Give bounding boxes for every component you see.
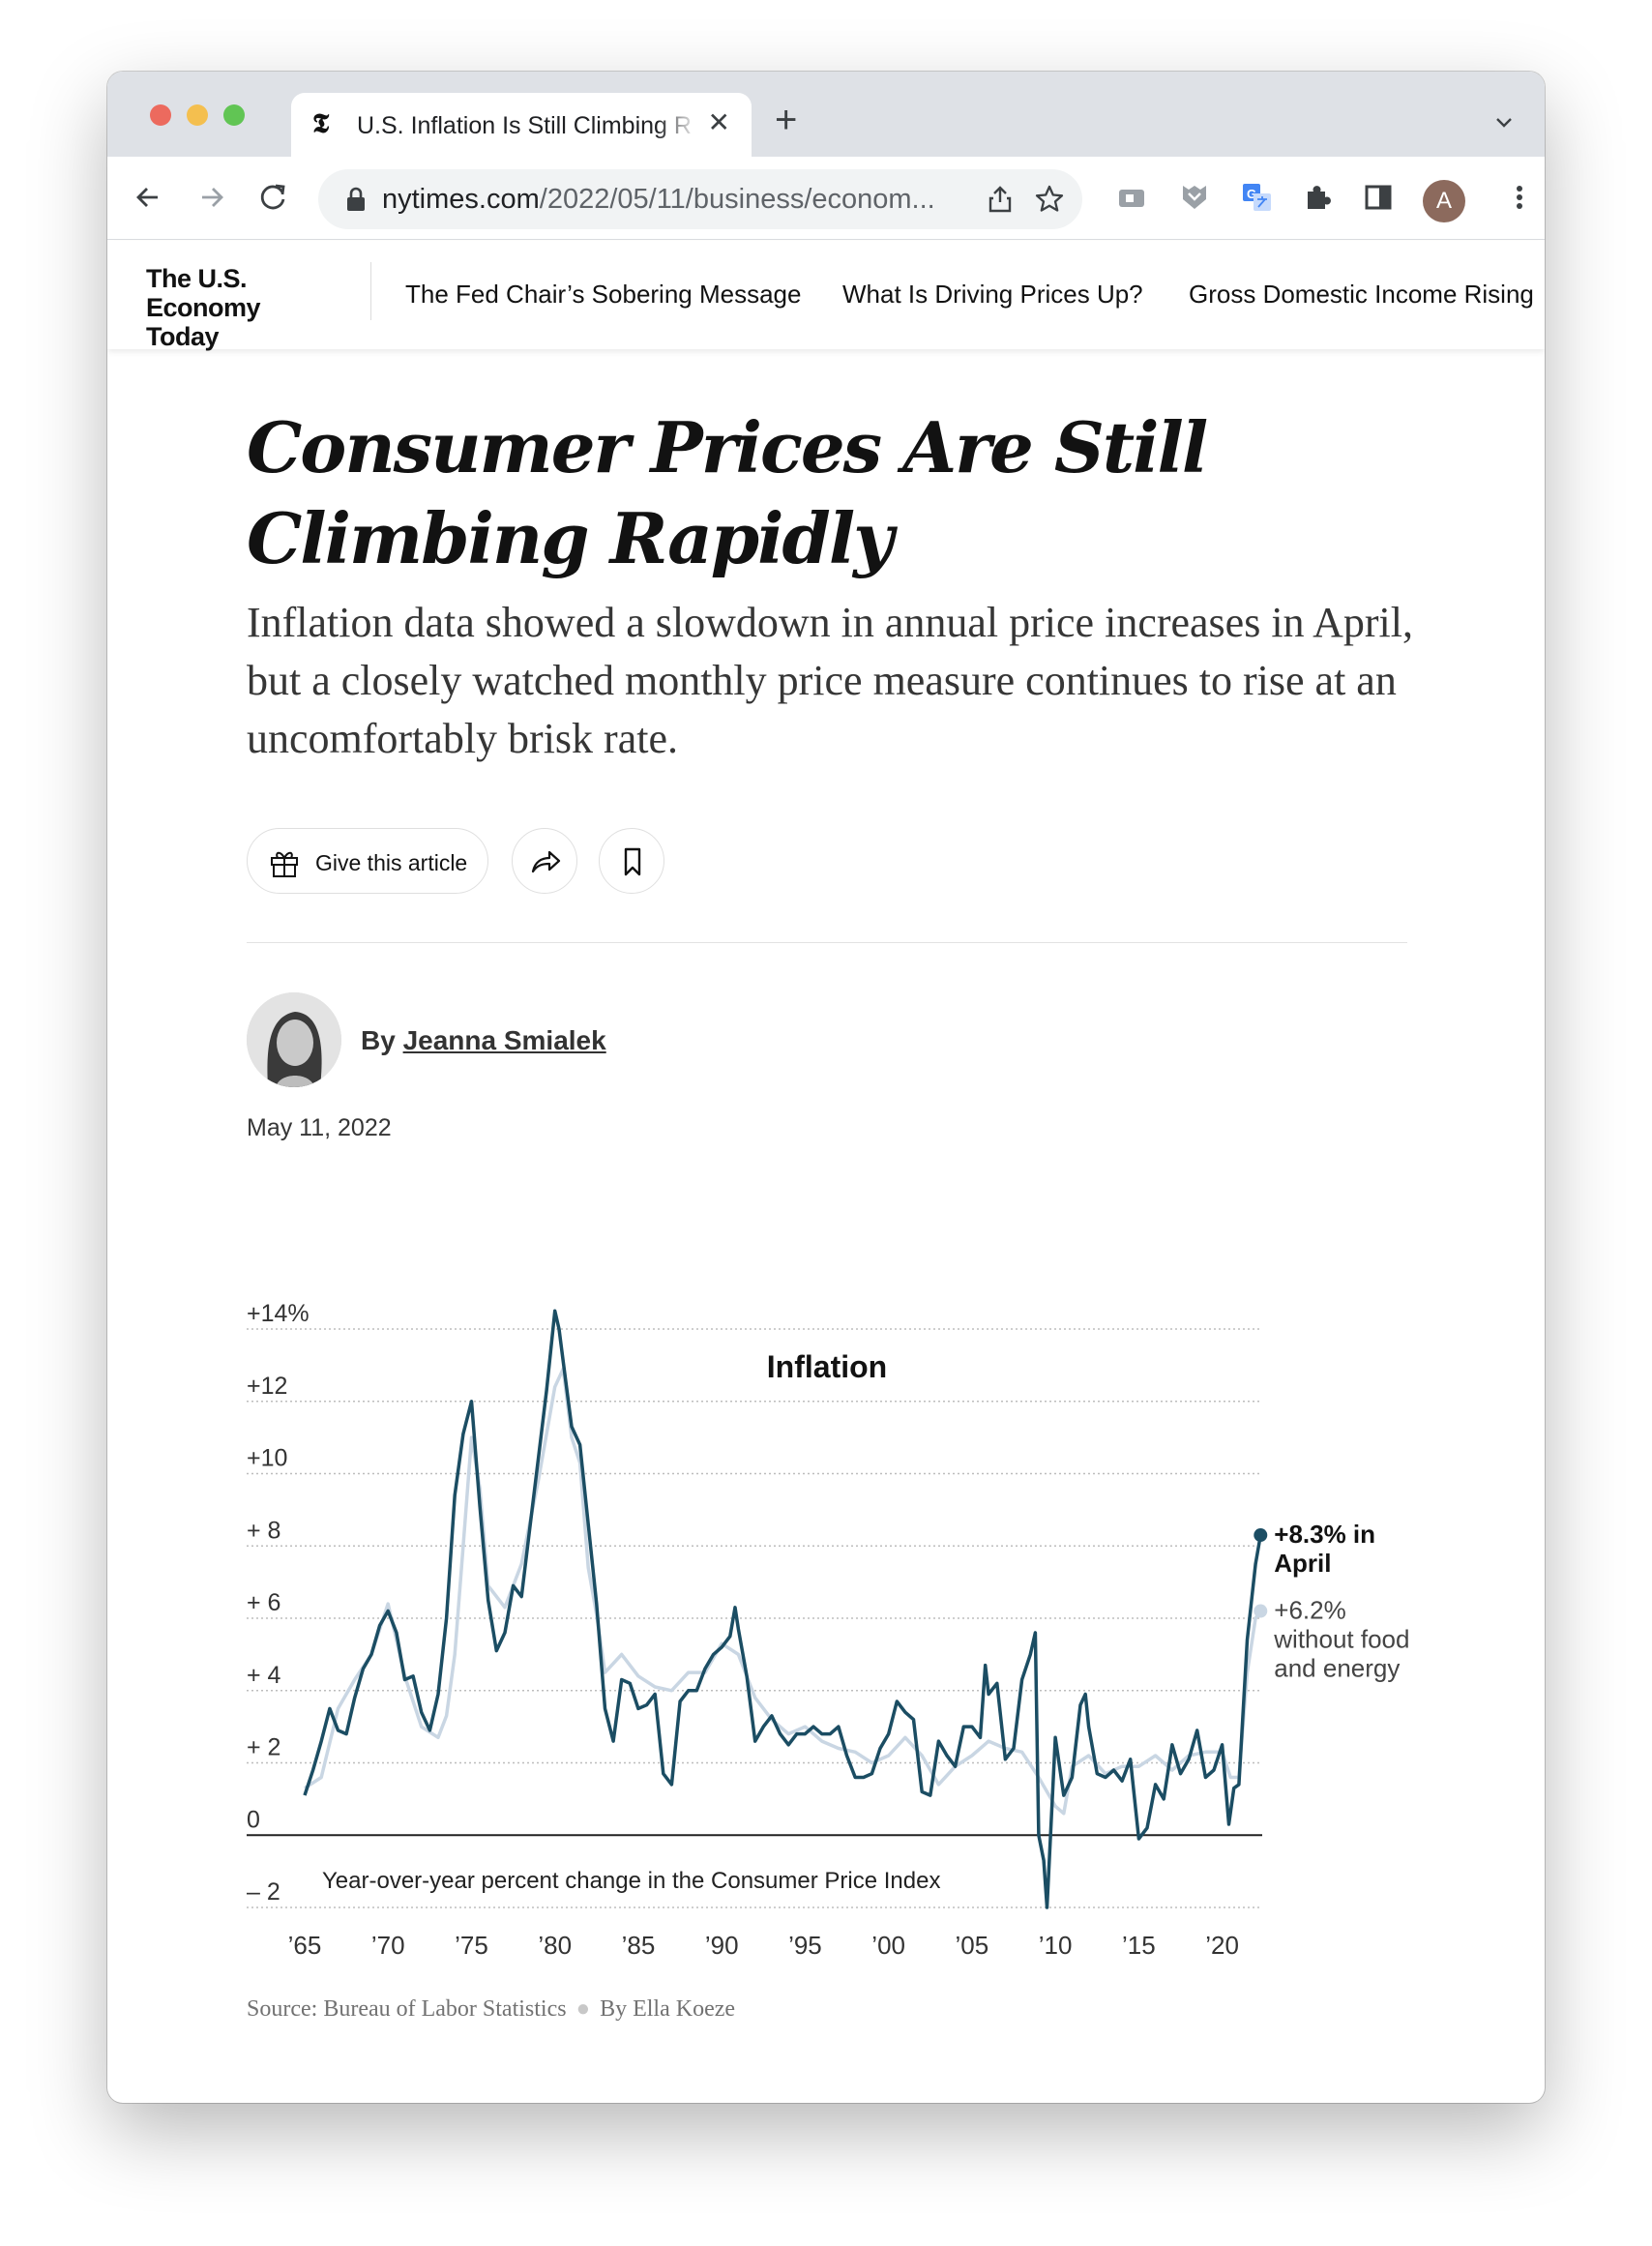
x-tick-label: ’85 — [622, 1931, 656, 1960]
section-brand[interactable]: The U.S. Economy Today — [146, 264, 261, 351]
cast-extension-icon[interactable] — [1113, 178, 1152, 217]
byline: By Jeanna Smialek — [361, 1025, 606, 1056]
share-button[interactable] — [512, 828, 577, 894]
side-panel-icon[interactable] — [1359, 178, 1398, 217]
save-article-button[interactable] — [599, 828, 664, 894]
headline-end-point — [1254, 1528, 1268, 1543]
nav-link-driving-prices[interactable]: What Is Driving Prices Up? — [842, 280, 1143, 309]
puzzle-extensions-icon[interactable] — [1299, 178, 1338, 217]
nav-divider — [370, 262, 371, 320]
tab-close-icon[interactable]: ✕ — [707, 107, 730, 137]
headline-cpi-line — [303, 1309, 1263, 1909]
chart-credit: By Ella Koeze — [600, 1996, 736, 2022]
reload-icon[interactable] — [254, 178, 293, 217]
y-tick-label: +10 — [247, 1445, 287, 1472]
core-cpi-line — [304, 1367, 1262, 1816]
byline-prefix: By — [361, 1025, 396, 1055]
y-tick-label: +14% — [247, 1300, 310, 1327]
divider-rule — [247, 942, 1407, 943]
article-headline: Consumer Prices Are Still Climbing Rapid… — [247, 406, 1208, 579]
svg-text:G: G — [1247, 187, 1256, 201]
nav-link-gdi[interactable]: Gross Domestic Income Rising — [1189, 280, 1534, 309]
url-text: nytimes.com/2022/05/11/business/econom..… — [382, 184, 935, 216]
back-arrow-icon[interactable] — [129, 178, 167, 217]
x-tick-label: ’10 — [1039, 1931, 1073, 1960]
give-article-button[interactable]: Give this article — [247, 828, 488, 894]
chevron-down-icon[interactable] — [1492, 110, 1516, 133]
author-link[interactable]: Jeanna Smialek — [402, 1025, 606, 1055]
bookmark-star-icon[interactable] — [1034, 184, 1065, 215]
url-path: /2022/05/11/business/econom... — [539, 184, 935, 215]
x-tick-label: ’05 — [956, 1931, 989, 1960]
forward-arrow-icon[interactable] — [192, 178, 231, 217]
core-annotation-line2: without food — [1273, 1625, 1409, 1654]
headline-annotation-value: +8.3% in — [1274, 1520, 1375, 1549]
gift-icon — [271, 851, 298, 877]
x-tick-label: ’90 — [705, 1931, 739, 1960]
tab-strip: 𝕿 U.S. Inflation Is Still Climbing R ✕ + — [107, 72, 1545, 157]
bookmark-icon — [624, 847, 641, 876]
core-annotation-value: +6.2% — [1274, 1596, 1345, 1625]
translate-extension-icon[interactable]: G — [1237, 178, 1276, 217]
x-tick-label: ’75 — [455, 1931, 488, 1960]
chart-source: Source: Bureau of Labor Statistics ● By El… — [247, 1996, 735, 2023]
browser-toolbar: nytimes.com/2022/05/11/business/econom..… — [107, 157, 1545, 240]
address-bar[interactable]: nytimes.com/2022/05/11/business/econom..… — [318, 169, 1082, 229]
y-tick-label: +12 — [247, 1373, 287, 1400]
x-tick-label: ’00 — [871, 1931, 905, 1960]
publish-date: May 11, 2022 — [247, 1114, 392, 1141]
profile-avatar[interactable]: A — [1423, 180, 1465, 222]
share-arrow-icon — [531, 850, 561, 873]
lock-icon[interactable] — [345, 187, 367, 212]
x-tick-label: ’80 — [538, 1931, 572, 1960]
browser-window: 𝕿 U.S. Inflation Is Still Climbing R ✕ +… — [107, 72, 1545, 2103]
headline-annotation-month: April — [1274, 1549, 1331, 1578]
tab-title: U.S. Inflation Is Still Climbing R — [357, 112, 692, 139]
x-tick-label: ’95 — [788, 1931, 822, 1960]
more-menu-icon[interactable] — [1500, 178, 1539, 217]
x-tick-label: ’20 — [1205, 1931, 1239, 1960]
new-tab-button[interactable]: + — [775, 99, 798, 141]
share-icon[interactable] — [986, 185, 1015, 214]
y-tick-label: – 2 — [247, 1878, 280, 1906]
separator-dot: ● — [575, 1996, 591, 2022]
y-tick-label: + 6 — [247, 1589, 280, 1616]
close-window-button[interactable] — [150, 104, 171, 126]
y-tick-label: + 4 — [247, 1662, 281, 1689]
give-article-label: Give this article — [315, 850, 468, 875]
zoom-window-button[interactable] — [223, 104, 245, 126]
inflation-chart: +14% +12 +10 + 8 + 6 + 4 + 2 0 – 2 ’65 ’70 ’75 ’80 ’8… — [247, 1300, 1409, 1960]
site-nav: The U.S. Economy Today The Fed Chair’s S… — [107, 241, 1545, 351]
nyt-logo-icon: 𝕿 — [312, 107, 330, 139]
nav-link-fed-chair[interactable]: The Fed Chair’s Sobering Message — [405, 280, 802, 309]
article-summary: Inflation data showed a slowdown in annu… — [247, 599, 1414, 762]
chart-title: Inflation — [767, 1349, 887, 1384]
y-tick-label: + 8 — [247, 1517, 280, 1544]
browser-tab[interactable]: 𝕿 U.S. Inflation Is Still Climbing R ✕ — [291, 93, 752, 157]
core-annotation-line3: and energy — [1274, 1654, 1400, 1683]
y-tick-label: 0 — [247, 1806, 260, 1833]
chart-note: Year-over-year percent change in the Con… — [322, 1868, 940, 1894]
shield-extension-icon[interactable] — [1175, 178, 1214, 217]
minimize-window-button[interactable] — [187, 104, 208, 126]
core-end-point — [1254, 1604, 1268, 1618]
url-host: nytimes.com — [382, 184, 540, 215]
y-tick-label: + 2 — [247, 1734, 280, 1761]
x-tick-label: ’15 — [1122, 1931, 1156, 1960]
x-tick-label: ’65 — [288, 1931, 322, 1960]
source-text: Source: Bureau of Labor Statistics — [247, 1996, 567, 2022]
x-tick-label: ’70 — [371, 1931, 405, 1960]
author-avatar[interactable] — [247, 992, 341, 1087]
